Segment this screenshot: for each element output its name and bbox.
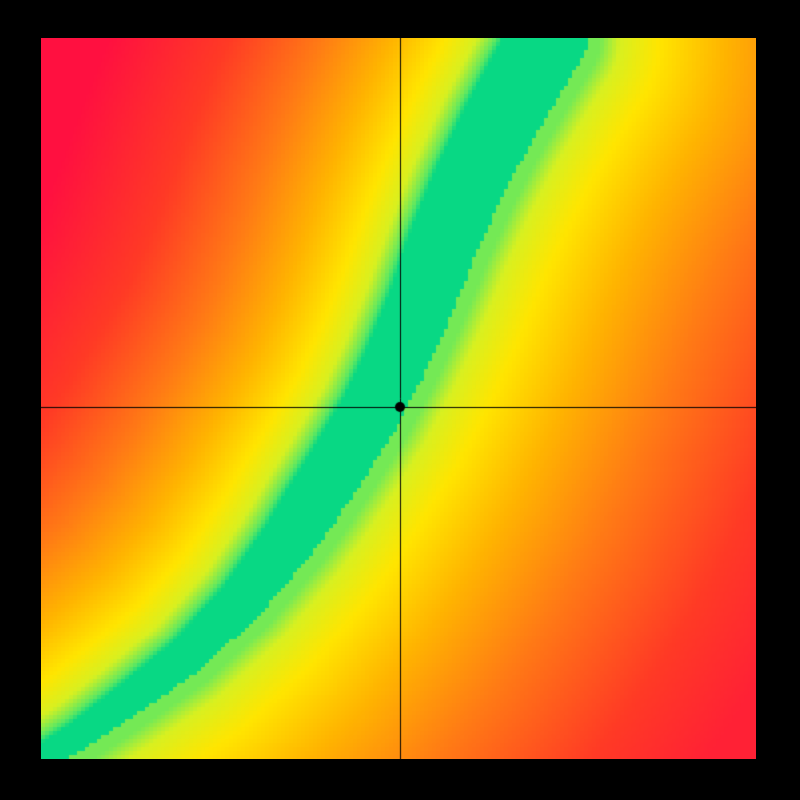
watermark-text: TheBottleneck.com [524,7,759,38]
bottleneck-heatmap [41,38,756,759]
